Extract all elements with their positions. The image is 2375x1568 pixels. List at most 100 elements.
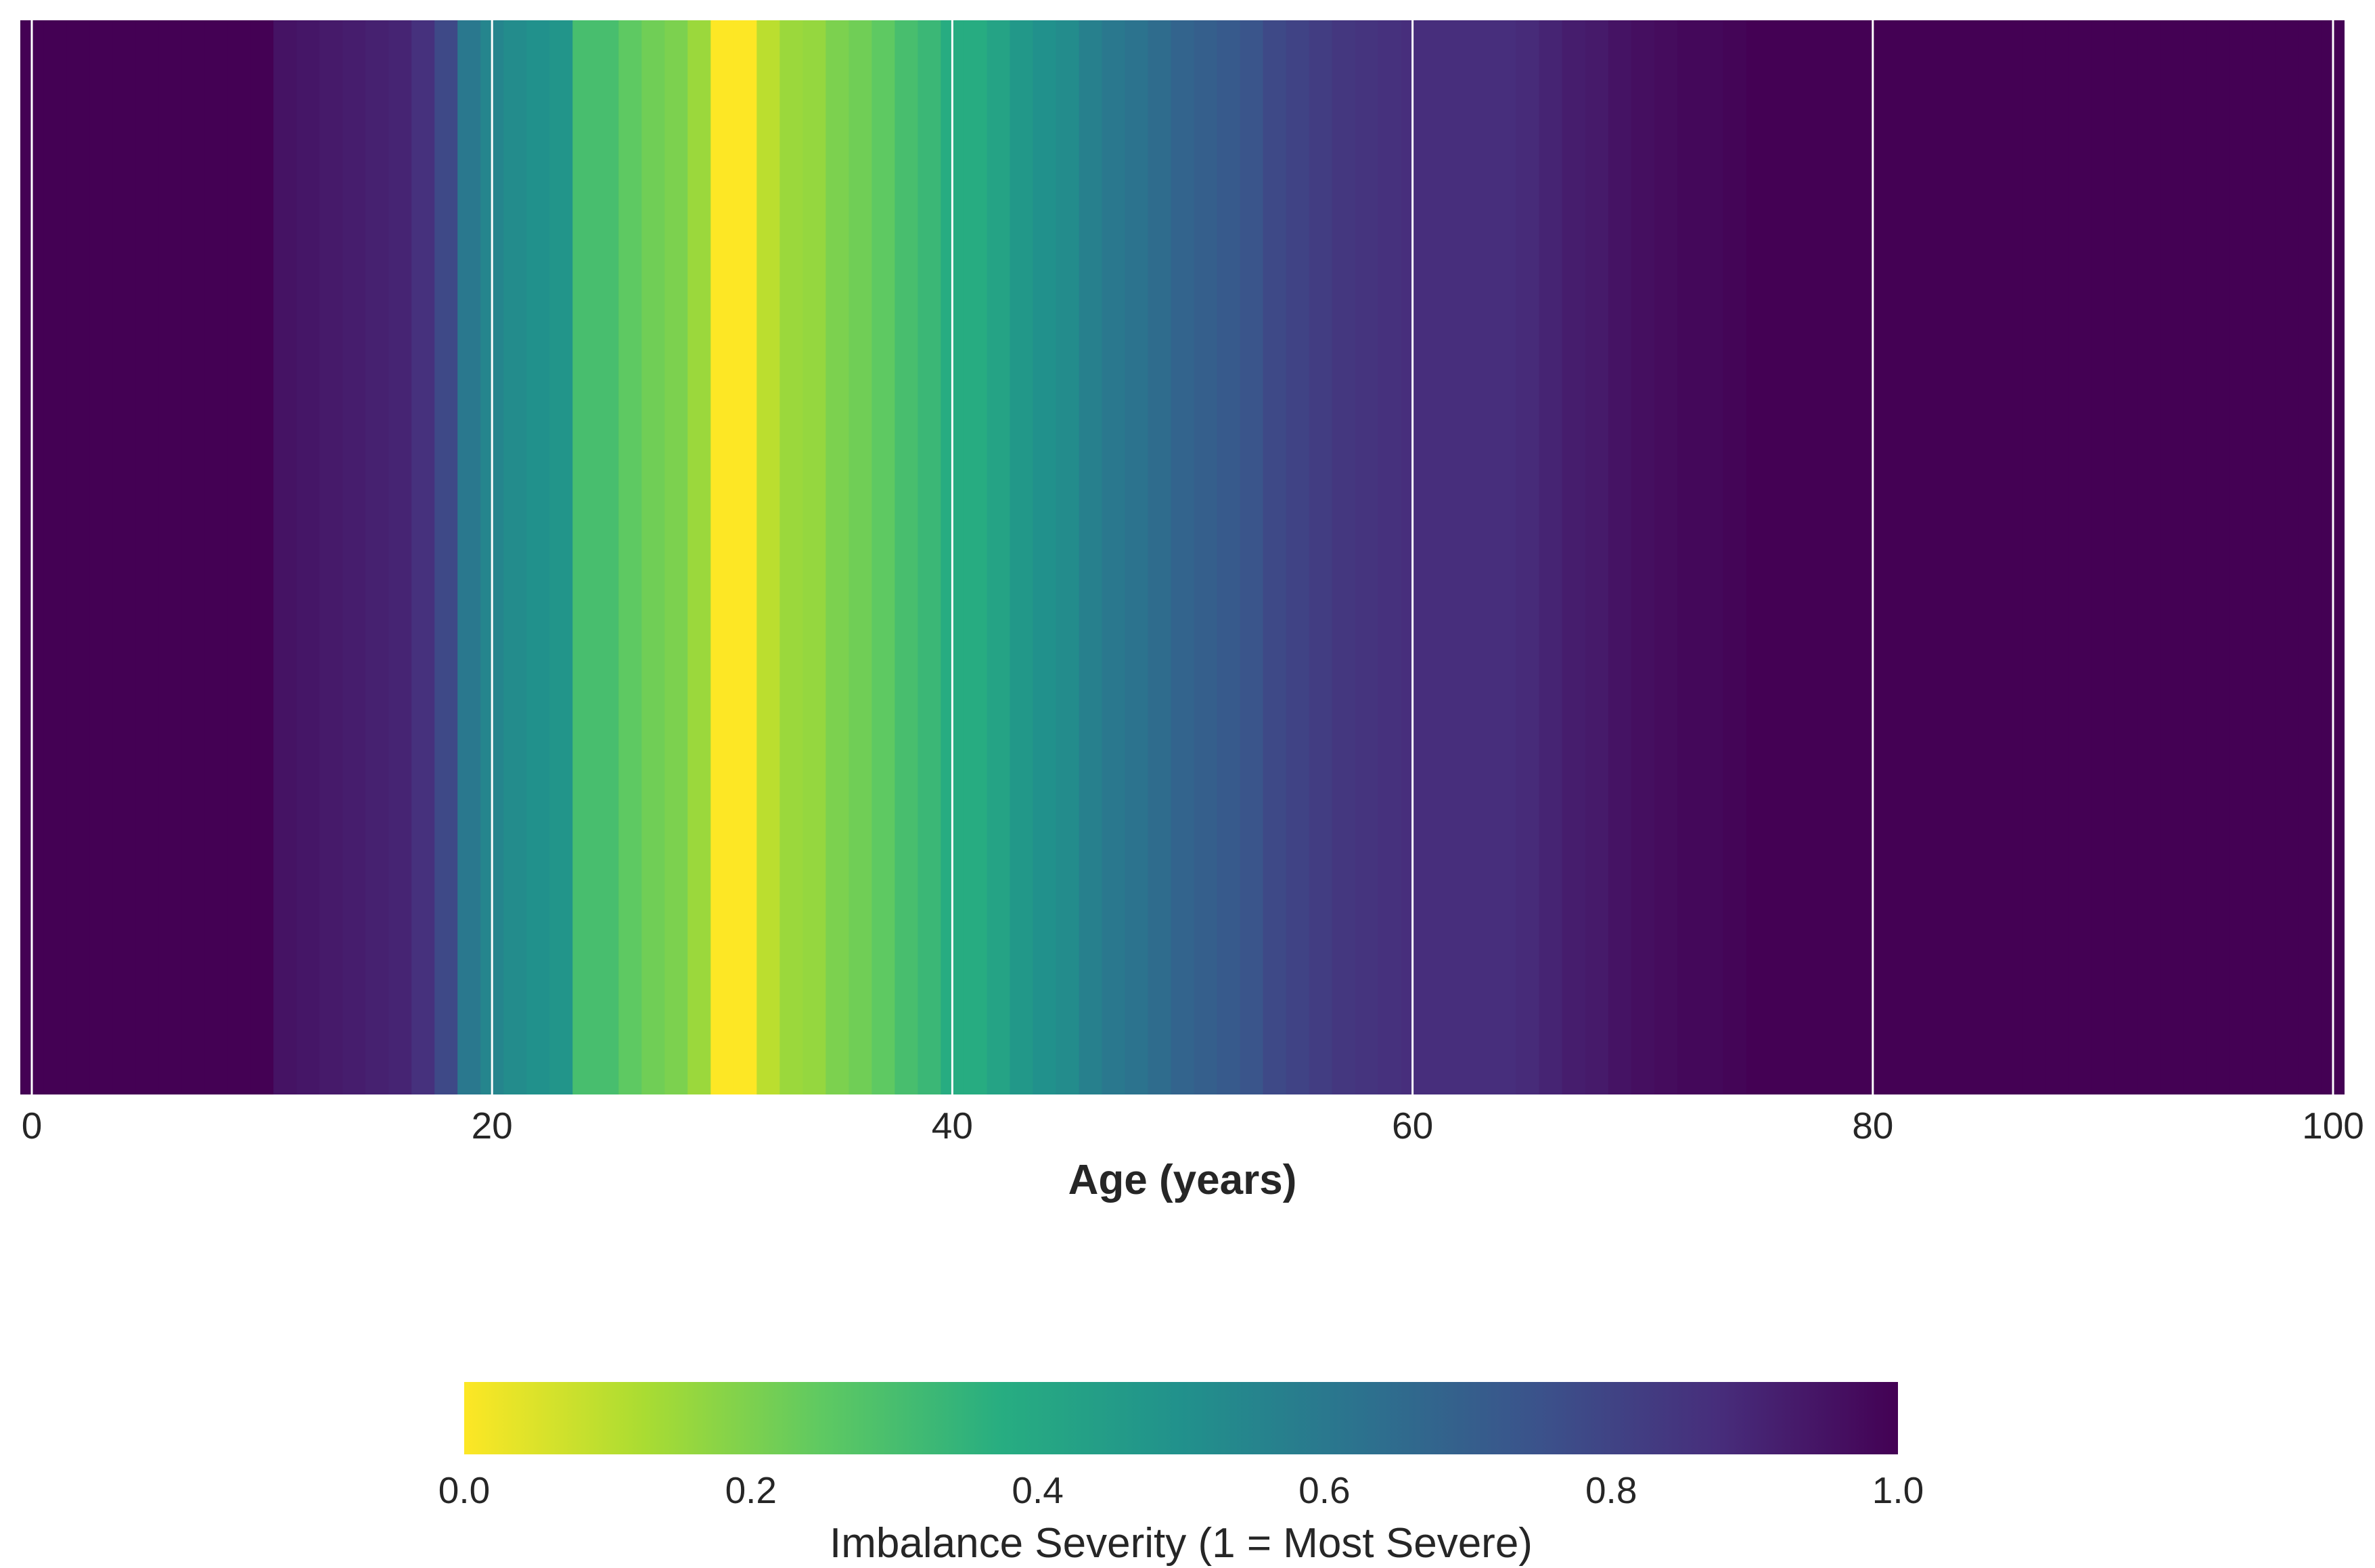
heatmap-cell (1539, 20, 1563, 1094)
heatmap-cell (687, 20, 712, 1094)
heatmap-cell (572, 20, 597, 1094)
heatmap-cell (1194, 20, 1218, 1094)
heatmap-cell (1815, 20, 1839, 1094)
heatmap-cell (549, 20, 574, 1094)
heatmap-cell (1171, 20, 1195, 1094)
heatmap-cell (849, 20, 873, 1094)
heatmap-cell (342, 20, 366, 1094)
heatmap-cell (641, 20, 666, 1094)
heatmap-cell (66, 20, 90, 1094)
x-tick-label: 0 (22, 1105, 43, 1147)
heatmap-cell (1447, 20, 1471, 1094)
heatmap-cell (2091, 20, 2115, 1094)
heatmap-cell (2275, 20, 2299, 1094)
heatmap-cell (158, 20, 182, 1094)
heatmap-cell (1102, 20, 1126, 1094)
x-axis-title: Age (years) (1068, 1157, 1297, 1203)
heatmap-cell (1976, 20, 2000, 1094)
colorbar-tick-label: 0.2 (725, 1469, 777, 1511)
heatmap-cell (1148, 20, 1172, 1094)
heatmap-cell (1723, 20, 1747, 1094)
heatmap-cell (1585, 20, 1609, 1094)
heatmap-cell (1608, 20, 1632, 1094)
heatmap-cell (250, 20, 274, 1094)
heatmap-cell (319, 20, 343, 1094)
heatmap-cell (895, 20, 919, 1094)
heatmap-cell (802, 20, 827, 1094)
heatmap-cell (1493, 20, 1517, 1094)
heatmap-cell (1930, 20, 1954, 1094)
heatmap-cell (1217, 20, 1241, 1094)
heatmap-cell (1631, 20, 1655, 1094)
heatmap-cell (1033, 20, 1057, 1094)
heatmap-cell (2206, 20, 2230, 1094)
heatmap-cell (1516, 20, 1540, 1094)
heatmap-cell (1355, 20, 1379, 1094)
heatmap-cell (872, 20, 896, 1094)
heatmap-cell (2114, 20, 2138, 1094)
heatmap-cell (756, 20, 781, 1094)
heatmap-cell (457, 20, 481, 1094)
heatmap-cell (710, 20, 735, 1094)
heatmap-cell (1079, 20, 1103, 1094)
heatmap-cell (411, 20, 435, 1094)
heatmap-cell (434, 20, 458, 1094)
heatmap-cell (1263, 20, 1287, 1094)
heatmap-cell (733, 20, 758, 1094)
heatmap-cell (1677, 20, 1701, 1094)
heatmap-cell (1378, 20, 1402, 1094)
heatmap-cell (2160, 20, 2184, 1094)
heatmap-cell (1056, 20, 1080, 1094)
heatmap-cell (503, 20, 528, 1094)
heatmap-cell (2045, 20, 2069, 1094)
heatmap-cell (1769, 20, 1793, 1094)
heatmap-cell (2183, 20, 2207, 1094)
grid-lines (18, 20, 2347, 1094)
heatmap-cell (1286, 20, 1310, 1094)
heatmap-cell (964, 20, 988, 1094)
heatmap-cell (1332, 20, 1356, 1094)
heatmap-cell (918, 20, 942, 1094)
heatmap-cell (273, 20, 297, 1094)
heatmap-cell (1907, 20, 1931, 1094)
heatmap-cell (135, 20, 159, 1094)
x-tick-label: 40 (932, 1105, 973, 1147)
heatmap-cell (595, 20, 620, 1094)
colorbar (464, 1382, 1898, 1454)
x-axis-ticks: 0 20 40 60 80 100 (22, 1105, 2364, 1147)
heatmap-cell (2022, 20, 2046, 1094)
heatmap-cell (779, 20, 804, 1094)
heatmap-cell (2298, 20, 2322, 1094)
colorbar-tick-label: 1.0 (1872, 1469, 1924, 1511)
heatmap-cell (181, 20, 205, 1094)
heatmap-cell (526, 20, 551, 1094)
x-tick-label: 20 (472, 1105, 513, 1147)
heatmap-cell (2068, 20, 2092, 1094)
x-tick-label: 100 (2302, 1105, 2364, 1147)
heatmap-cell (2229, 20, 2253, 1094)
heatmap-cell (1562, 20, 1586, 1094)
heatmap-cell (1470, 20, 1494, 1094)
heatmap-cell (388, 20, 412, 1094)
colorbar-ticks: 0.0 0.2 0.4 0.6 0.8 1.0 (438, 1469, 1924, 1511)
colorbar-tick-label: 0.6 (1298, 1469, 1350, 1511)
heatmap-cell (296, 20, 320, 1094)
heatmap-cell (1010, 20, 1034, 1094)
heatmap-cell (987, 20, 1011, 1094)
heatmap-cell (1240, 20, 1264, 1094)
heatmap-cell (227, 20, 251, 1094)
heatmap-cell (2252, 20, 2276, 1094)
heatmap-cell (1424, 20, 1448, 1094)
heatmap-cell (664, 20, 689, 1094)
heatmap-cell (825, 20, 850, 1094)
heatmap-cell (1700, 20, 1724, 1094)
heatmap-cell (365, 20, 389, 1094)
heatmap-cell (89, 20, 113, 1094)
heatmap-cell (204, 20, 228, 1094)
heatmap-cell (1125, 20, 1149, 1094)
heatmap-cell (1838, 20, 1862, 1094)
x-tick-label: 80 (1852, 1105, 1893, 1147)
heatmap-cell (112, 20, 136, 1094)
heatmap-cell (1746, 20, 1770, 1094)
